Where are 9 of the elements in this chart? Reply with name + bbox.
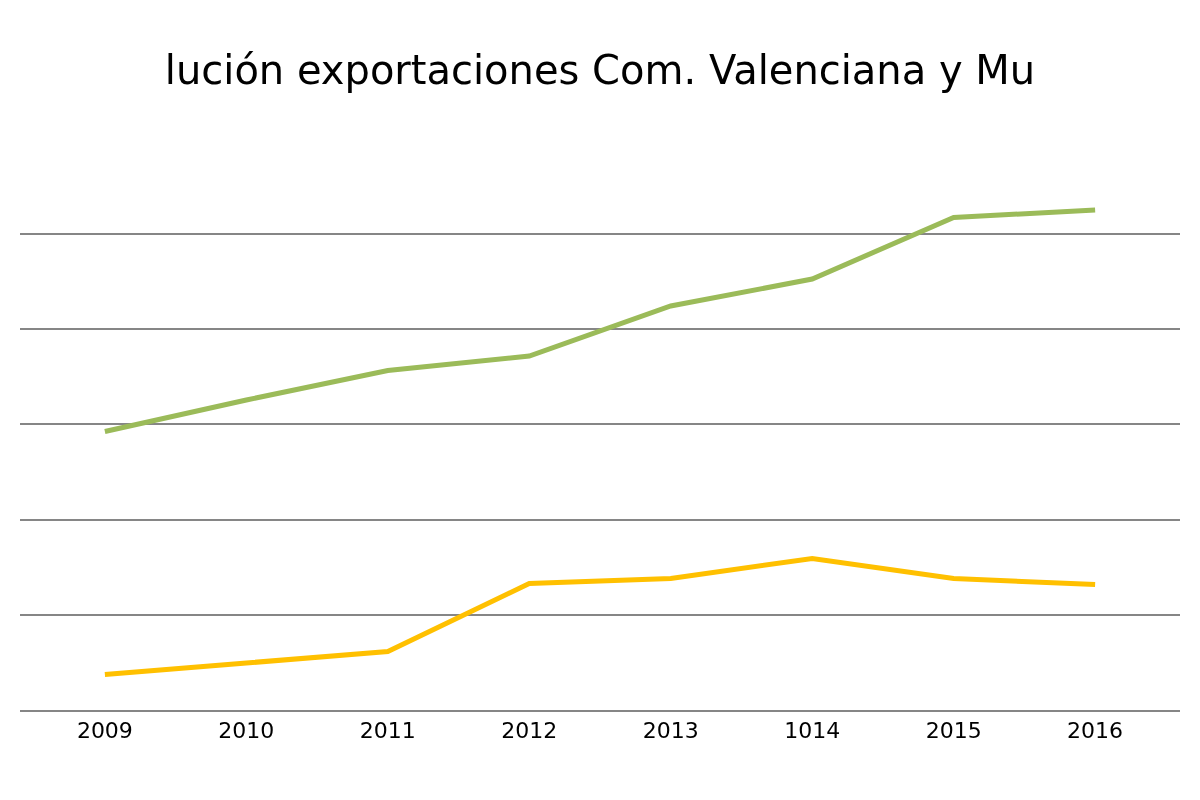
x-tick-label: 2010: [218, 718, 275, 744]
x-tick-label: 1014: [784, 718, 841, 744]
chart-title: lución exportaciones Com. Valenciana y Mu: [164, 47, 1036, 93]
x-tick-label: 2013: [642, 718, 699, 744]
x-tick-label: 2015: [925, 718, 982, 744]
x-tick-label: 2009: [76, 718, 133, 744]
x-tick-label: 2012: [501, 718, 558, 744]
x-tick-label: 2016: [1067, 718, 1124, 744]
x-tick-label: 2011: [359, 718, 416, 744]
